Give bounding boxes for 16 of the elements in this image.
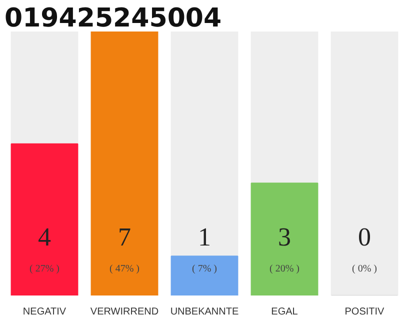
x-tick-label: EGAL xyxy=(271,306,298,318)
data-label: ( 47% ) xyxy=(110,263,140,274)
x-tick-label: UNBEKANNTE xyxy=(170,306,239,318)
data-label: ( 7% ) xyxy=(192,263,218,274)
data-label: ( 27% ) xyxy=(30,263,60,274)
x-tick-label: VERWIRREND xyxy=(90,306,159,318)
data-label: ( 0% ) xyxy=(352,263,378,274)
annotation: 3 xyxy=(278,222,291,252)
chart-title: 019425245004 xyxy=(4,4,222,34)
annotation: 4 xyxy=(38,222,51,252)
x-tick-label: NEGATIV xyxy=(22,306,66,318)
annotation: 1 xyxy=(198,222,211,252)
data-label: ( 20% ) xyxy=(270,263,300,274)
annotation: 0 xyxy=(358,222,371,252)
x-tick-label: POSITIV xyxy=(344,306,385,318)
annotation: 7 xyxy=(118,222,131,252)
